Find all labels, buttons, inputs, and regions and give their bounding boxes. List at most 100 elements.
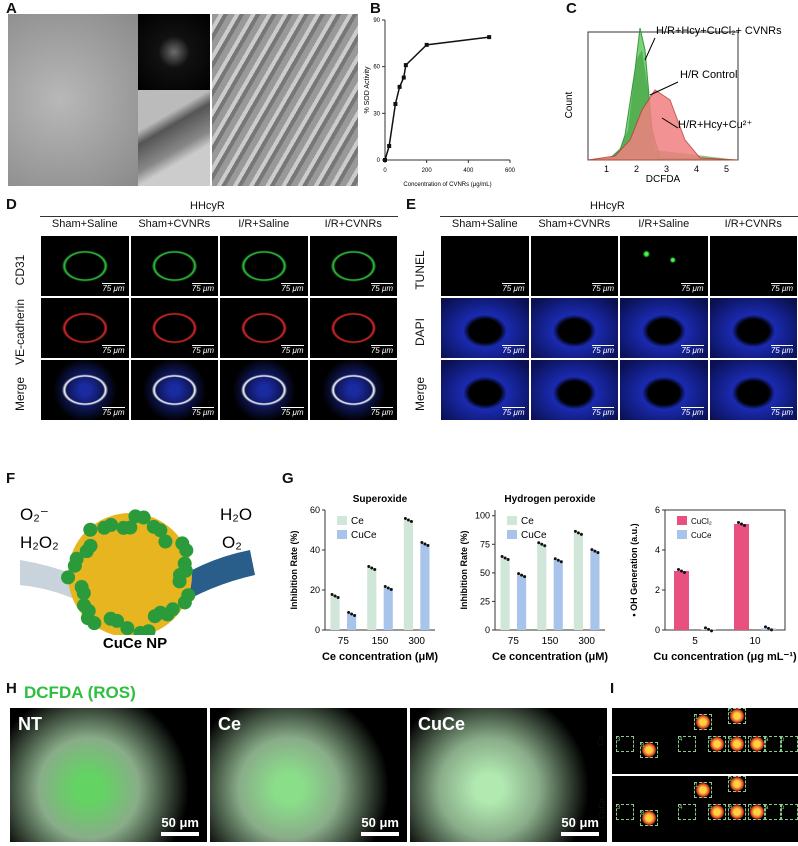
row-label: VE-cadherin (13, 298, 27, 366)
array-spot: 4 (678, 804, 696, 820)
micrograph: 75 μm (709, 360, 797, 420)
replicate-dot (383, 585, 387, 588)
array-spot: 7 (748, 804, 766, 820)
chart-text: Concentration of CVNRs (μg/mL) (403, 182, 491, 188)
replicate-dot (373, 568, 377, 571)
micrograph: 75 μm (441, 360, 529, 420)
data-point (487, 35, 492, 40)
data-point (403, 63, 408, 68)
arrow-1 (644, 37, 656, 61)
chart-text: CuCe (521, 530, 547, 541)
ce-particle (147, 609, 162, 624)
c-xlabel: DCFDA (646, 174, 681, 185)
replicate-dot (406, 518, 410, 522)
micrograph: 75 μm (130, 360, 218, 420)
c-legend-1: H/R+Hcy+CuCl₂+ CVNRs (656, 25, 782, 37)
bar-ce (500, 558, 510, 630)
array-spot: 6 (728, 736, 746, 752)
panel-label-i: I (610, 680, 615, 697)
chart-text: 50 (480, 568, 490, 578)
micrograph: 75 μm (530, 360, 618, 420)
replicate-dot (680, 569, 683, 573)
replicate-dot (350, 612, 354, 616)
ce-particle (136, 510, 151, 525)
f-o2: O₂ (222, 533, 242, 552)
c-legend-3: H/R+Hcy+Cu²⁺ (678, 119, 752, 131)
chart-text: Inhibition Rate (%) (459, 531, 469, 610)
chart-text: 300 (578, 636, 595, 647)
arrow-3 (661, 117, 679, 129)
scale-label: 50 μm (161, 815, 199, 830)
ce-particle (179, 543, 194, 558)
array-spot: 3 (616, 736, 634, 752)
chart-text: 75 (508, 636, 520, 647)
i-row-cuce: CuCe (597, 798, 607, 819)
replicate-dot (743, 524, 746, 527)
micrograph: 75 μm (130, 236, 218, 296)
data-point (387, 144, 392, 148)
replicate-dot (409, 520, 413, 523)
micrograph: 75 μm (309, 298, 397, 358)
scale-bar: 75 μm (281, 283, 304, 293)
panel-label-e: E (406, 196, 417, 213)
chart-text: 2 (655, 585, 660, 595)
legend-swatch (507, 530, 517, 539)
replicate-dot (503, 556, 507, 560)
array-spot: a (764, 804, 782, 820)
chart-text: 75 (480, 539, 490, 549)
micrograph: 75 μm (441, 298, 529, 358)
row-label: Merge (13, 377, 27, 412)
chart-text: 0 (315, 625, 320, 635)
micrograph: 75 μm (220, 298, 308, 358)
chart-text: 75 (338, 636, 350, 647)
panel-label-h: H (6, 680, 17, 697)
chart-text: 600 (505, 168, 516, 174)
ros-micrograph: CuCe 50 μm (410, 708, 607, 842)
replicate-dot (543, 544, 547, 548)
array-spot: 5 (708, 736, 726, 752)
bar-ce (367, 568, 377, 630)
column-header: I/R+CVNRs (324, 218, 382, 230)
tem-image-nanorods (8, 14, 138, 186)
column-header: Sham+CVNRs (138, 218, 211, 230)
scale-bar: 75 μm (770, 407, 793, 417)
scale-bar: 75 μm (370, 283, 393, 293)
chart-text: 20 (310, 585, 320, 595)
chart-text: 90 (373, 18, 380, 24)
e-image-grid: Sham+Saline Sham+CVNRs I/R+Saline I/R+CVNRs… (413, 218, 798, 420)
ce-particle (61, 570, 76, 585)
replicate-dot (500, 555, 504, 558)
chart-text: Ce (351, 516, 364, 527)
panel-label-c: C (566, 0, 577, 17)
replicate-dot (576, 531, 580, 535)
row-label: DAPI (413, 318, 427, 347)
micrograph: 75 μm (620, 236, 708, 296)
replicate-dot (593, 549, 597, 553)
replicate-dot (579, 532, 583, 536)
h-panel-label: Ce (218, 714, 242, 734)
c-xtick: 3 (664, 164, 669, 174)
scale-bar: 75 μm (102, 345, 125, 355)
ce-particle (172, 574, 187, 589)
chart-text: Ce (521, 516, 534, 527)
replicate-dot (330, 593, 334, 596)
data-point (397, 84, 402, 89)
replicate-dot (764, 625, 767, 629)
scale-bar: 75 μm (102, 283, 125, 293)
bar-cucl₂ (734, 524, 749, 630)
ce-particle (80, 611, 95, 626)
bar-cuce (553, 560, 563, 630)
legend-swatch (677, 516, 687, 525)
oh-generation-chart: 0 2 4 6 5 10 CuCl₂ CuCe Cu concentration (μg mL⁻… (629, 505, 797, 663)
chart-text: 40 (310, 545, 320, 555)
micrograph: 75 μm (709, 236, 797, 296)
flow-cytometry-histogram: Count H/R+Hcy+CuCl₂+ CVNRs H/R Control H… (564, 25, 782, 185)
array-spot: 5 (708, 804, 726, 820)
e-group-label: HHcyR (590, 200, 625, 212)
f-superoxide: O₂⁻ (20, 505, 49, 524)
chart-text: 150 (542, 636, 559, 647)
column-header: I/R+Saline (238, 218, 290, 230)
micrograph: 75 μm (620, 298, 708, 358)
row-label: CD31 (13, 254, 27, 286)
array-spot: 3 (616, 804, 634, 820)
